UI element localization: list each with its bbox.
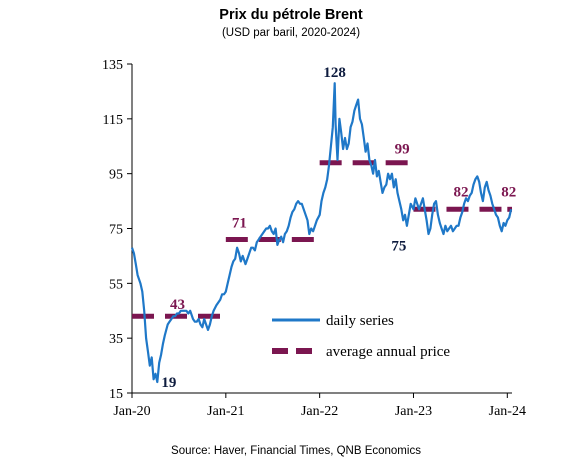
daily-series-line: [130, 82, 513, 384]
annotation-75: 75: [391, 239, 406, 255]
x-tick-label: Jan-21: [207, 404, 244, 419]
y-tick-label: 95: [109, 168, 123, 183]
legend: daily series average annual price: [272, 313, 450, 360]
chart-subtitle: (USD par baril, 2020-2024): [222, 27, 360, 39]
x-tick-label: Jan-20: [113, 404, 150, 419]
average-label-2021: 71: [232, 215, 247, 231]
x-tick-label: Jan-24: [489, 404, 526, 419]
x-tick-label: Jan-22: [301, 404, 338, 419]
plot-area: 15 35 55 75 95 115 135 Jan-20 Jan-21 Jan-22 Jan-23…: [102, 58, 526, 419]
y-tick-label: 55: [109, 277, 123, 292]
chart-title: Prix du pétrole Brent: [219, 7, 363, 23]
average-label-2022: 99: [395, 142, 410, 158]
average-label-2023: 82: [453, 184, 468, 200]
y-tick-label: 115: [103, 113, 123, 128]
chart-source: Source: Haver, Financial Times, QNB Econ…: [171, 445, 421, 457]
y-tick-label: 15: [109, 387, 123, 402]
y-tick-label: 135: [102, 58, 123, 73]
average-label-2020: 43: [170, 297, 185, 313]
annotation-128: 128: [323, 65, 346, 81]
y-tick-label: 75: [109, 223, 123, 238]
annotation-19: 19: [161, 375, 176, 391]
average-label-2024: 82: [501, 184, 516, 200]
legend-average-label: average annual price: [326, 344, 450, 360]
y-tick-label: 35: [109, 332, 123, 347]
x-tick-label: Jan-23: [395, 404, 432, 419]
legend-daily-label: daily series: [326, 313, 394, 329]
